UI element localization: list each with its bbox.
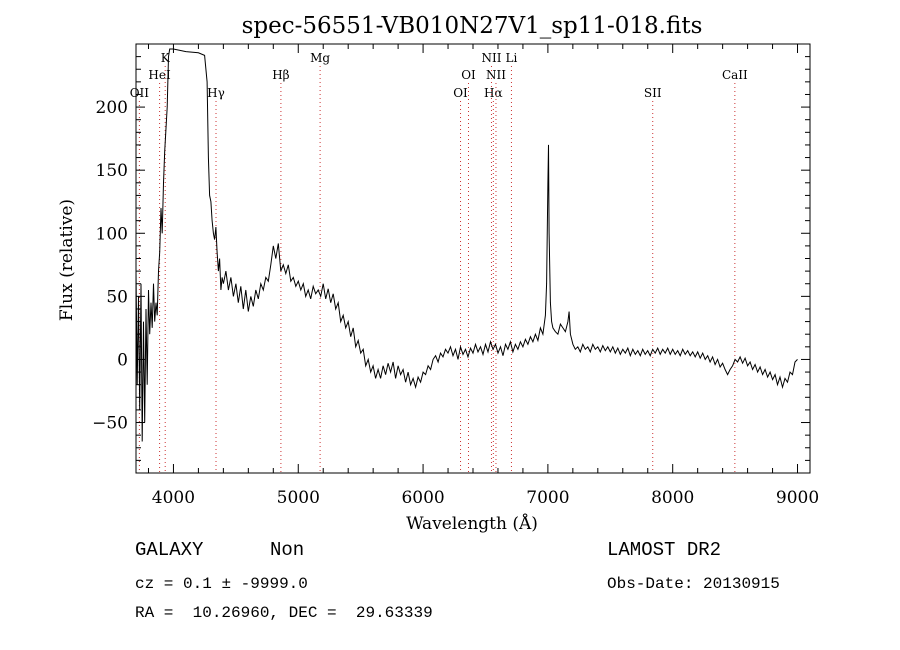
line-marker-label: OII [130,86,150,100]
chart-title: spec-56551-VB010N27V1_sp11-018.fits [242,13,703,39]
ra-value: 10.26960, [192,604,280,622]
redshift-line: cz = 0.1 ± -9999.0 [135,575,308,593]
obs-date-label: Obs-Date: [607,575,694,593]
plot-frame [135,43,811,474]
line-marker-label: NII [486,68,506,82]
line-marker-label: Hα [484,86,503,100]
y-tick-label: 150 [96,161,128,181]
cz-label: cz = [135,575,174,593]
y-tick-label: 50 [106,287,128,307]
line-marker-label: CaII [722,68,748,82]
y-axis-label: Flux (relative) [57,199,77,321]
dec-label: DEC = [288,604,337,622]
x-tick-label: 4000 [152,488,195,508]
spectrum-series-line [135,48,798,442]
y-tick-label: 200 [96,98,128,118]
line-marker-label: Hβ [272,68,289,82]
line-marker-label: Mg [310,51,330,65]
line-marker-label: OI [461,68,476,82]
dec-value: 29.63339 [355,604,433,622]
obs-date-line: Obs-Date: 20130915 [607,575,780,593]
x-tick-label: 7000 [526,488,569,508]
cz-value: 0.1 [183,575,212,593]
obs-date-value: 20130915 [703,575,780,593]
y-tick-label: 0 [117,350,128,370]
line-marker-label: SII [644,86,662,100]
x-tick-label: 9000 [776,488,819,508]
survey-name: LAMOST DR2 [607,539,722,561]
line-marker-label: K [161,51,171,65]
y-tick-label: 100 [96,224,128,244]
x-tick-label: 5000 [277,488,320,508]
coordinates-line: RA = 10.26960, DEC = 29.63339 [135,604,433,622]
line-marker-label: Li [506,51,518,65]
x-tick-label: 6000 [401,488,444,508]
spectrum-chart: spec-56551-VB010N27V1_sp11-018.fits OII H… [57,13,819,534]
cz-plus-minus: ± [221,575,232,593]
line-marker-label: NII [481,51,501,65]
line-marker-label: Hγ [207,86,225,100]
object-class: GALAXY [135,539,204,561]
y-axis: −50 0 50 100 150 200 [92,56,810,461]
object-subclass: Non [270,539,305,561]
cz-error: -9999.0 [240,575,308,593]
x-tick-label: 8000 [651,488,694,508]
x-axis-label: Wavelength (Å) [406,513,538,534]
ra-label: RA = [135,604,174,622]
y-tick-label: −50 [92,414,128,434]
line-marker-label: OI [453,86,468,100]
x-axis: 4000 5000 6000 7000 8000 9000 [147,44,819,508]
